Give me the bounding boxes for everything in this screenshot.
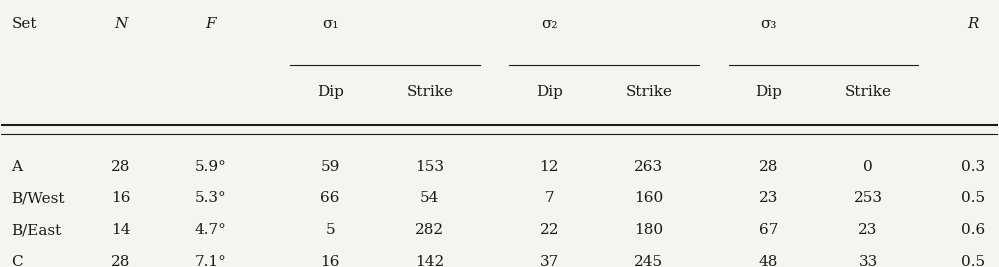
Text: 48: 48 [759, 255, 778, 267]
Text: σ₁: σ₁ [322, 17, 339, 31]
Text: 4.7°: 4.7° [195, 223, 227, 237]
Text: 59: 59 [321, 160, 340, 174]
Text: 180: 180 [634, 223, 663, 237]
Text: 0.5: 0.5 [961, 255, 985, 267]
Text: 0.5: 0.5 [961, 191, 985, 205]
Text: 16: 16 [111, 191, 131, 205]
Text: Set: Set [11, 17, 37, 31]
Text: 245: 245 [634, 255, 663, 267]
Text: 54: 54 [420, 191, 440, 205]
Text: 153: 153 [416, 160, 445, 174]
Text: 12: 12 [539, 160, 559, 174]
Text: 263: 263 [634, 160, 663, 174]
Text: Strike: Strike [625, 85, 672, 99]
Text: σ₂: σ₂ [541, 17, 557, 31]
Text: 67: 67 [759, 223, 778, 237]
Text: A: A [11, 160, 22, 174]
Text: N: N [114, 17, 128, 31]
Text: Dip: Dip [317, 85, 344, 99]
Text: Strike: Strike [844, 85, 891, 99]
Text: 23: 23 [858, 223, 878, 237]
Text: 37: 37 [539, 255, 558, 267]
Text: Strike: Strike [407, 85, 454, 99]
Text: 66: 66 [321, 191, 340, 205]
Text: F: F [205, 17, 216, 31]
Text: 7: 7 [544, 191, 554, 205]
Text: 142: 142 [416, 255, 445, 267]
Text: 28: 28 [759, 160, 778, 174]
Text: 7.1°: 7.1° [195, 255, 227, 267]
Text: C: C [11, 255, 23, 267]
Text: Dip: Dip [755, 85, 782, 99]
Text: 282: 282 [416, 223, 445, 237]
Text: 5.3°: 5.3° [195, 191, 227, 205]
Text: 14: 14 [111, 223, 131, 237]
Text: 0.3: 0.3 [961, 160, 985, 174]
Text: 5: 5 [326, 223, 335, 237]
Text: Dip: Dip [535, 85, 562, 99]
Text: 160: 160 [634, 191, 663, 205]
Text: 16: 16 [321, 255, 340, 267]
Text: 253: 253 [853, 191, 882, 205]
Text: 28: 28 [111, 255, 131, 267]
Text: 28: 28 [111, 160, 131, 174]
Text: 0.6: 0.6 [961, 223, 985, 237]
Text: 0: 0 [863, 160, 873, 174]
Text: 33: 33 [858, 255, 878, 267]
Text: 5.9°: 5.9° [195, 160, 227, 174]
Text: R: R [967, 17, 978, 31]
Text: B/East: B/East [11, 223, 62, 237]
Text: 23: 23 [759, 191, 778, 205]
Text: 22: 22 [539, 223, 559, 237]
Text: B/West: B/West [11, 191, 65, 205]
Text: σ₃: σ₃ [760, 17, 776, 31]
